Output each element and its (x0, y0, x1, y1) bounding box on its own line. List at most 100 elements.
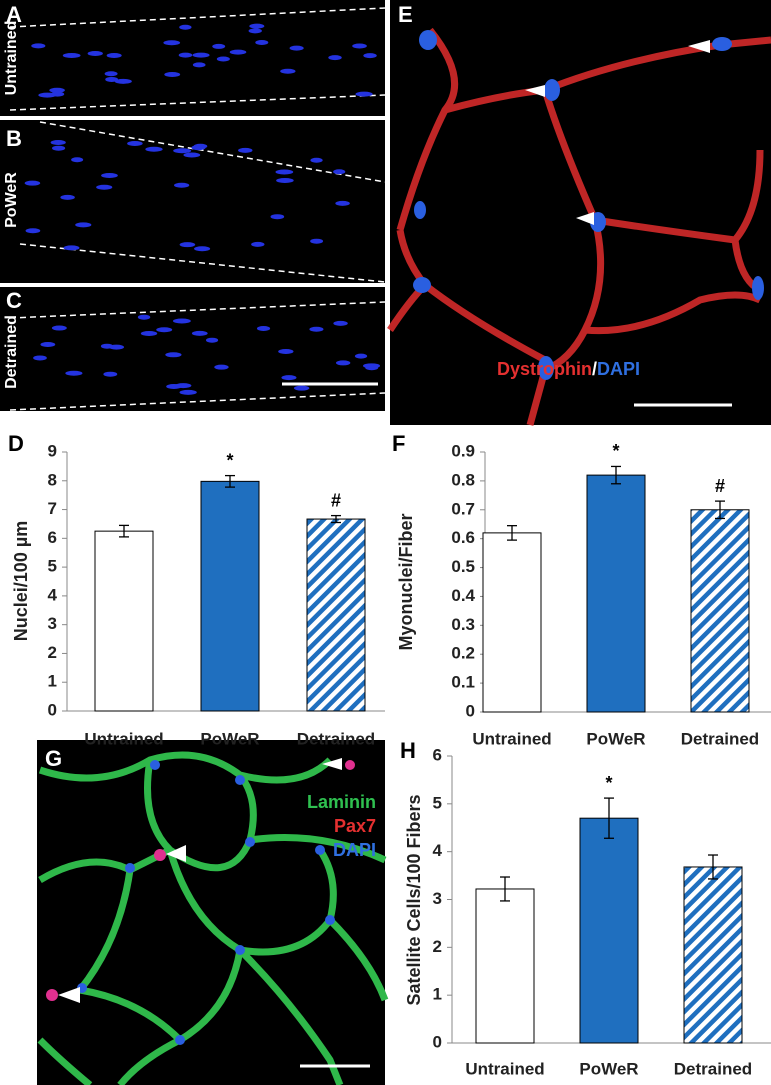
nucleus (293, 385, 310, 391)
y-tick-label: 0.5 (451, 557, 475, 576)
condition-label: Detrained (3, 315, 20, 389)
condition-label: PoWeR (3, 172, 20, 228)
micrograph-g (37, 740, 389, 1085)
x-tick-label: Untrained (472, 729, 551, 748)
nucleus (238, 147, 253, 153)
micrograph-e (387, 0, 771, 426)
y-axis-label: Myonuclei/Fiber (396, 513, 416, 650)
y-tick-label: 0.8 (451, 470, 475, 489)
bar (690, 509, 750, 713)
error-bar (604, 797, 614, 839)
stain-label: / (592, 359, 597, 379)
panel-label: C (6, 288, 22, 313)
y-tick-label: 0.7 (451, 499, 475, 518)
nucleus (354, 353, 368, 359)
x-tick-label: Untrained (84, 729, 163, 748)
bar (482, 532, 542, 713)
nucleus (192, 62, 206, 68)
significance-mark: * (226, 450, 233, 470)
nucleus (183, 152, 201, 158)
y-tick-label: 0.4 (451, 586, 475, 605)
panel-label: A (6, 2, 22, 27)
nucleus (363, 53, 377, 59)
y-axis-label: Nuclei/100 µm (11, 521, 31, 641)
nucleus (166, 384, 182, 390)
nucleus (174, 182, 190, 188)
nucleus (25, 228, 41, 234)
nucleus (178, 52, 193, 58)
nucleus (335, 360, 351, 366)
y-tick-label: 7 (48, 499, 57, 518)
nucleus (214, 364, 229, 370)
bar (475, 888, 535, 1044)
nucleus (216, 56, 230, 62)
nucleus (352, 43, 367, 49)
y-tick-label: 0.6 (451, 528, 475, 547)
nucleus (87, 51, 103, 57)
x-tick-label: Detrained (681, 729, 759, 748)
stain-legend: Dystrophin/DAPI (497, 359, 640, 379)
error-bar (715, 500, 725, 520)
nucleus (106, 52, 122, 58)
y-tick-label: 3 (433, 889, 442, 908)
nucleus (280, 68, 296, 74)
nucleus (179, 242, 196, 248)
nucleus (96, 184, 113, 190)
nucleus (194, 246, 211, 252)
bar (200, 480, 260, 712)
stain-label: Laminin (307, 792, 376, 812)
y-tick-label: 0 (48, 700, 57, 719)
y-tick-label: 6 (48, 528, 57, 547)
y-tick-label: 0 (433, 1032, 442, 1051)
y-tick-label: 4 (433, 841, 443, 860)
nucleus (212, 43, 226, 49)
x-tick-label: PoWeR (586, 729, 645, 748)
nucleus (137, 314, 151, 320)
x-tick-label: PoWeR (579, 1059, 638, 1078)
nucleus (275, 169, 294, 175)
nucleus (140, 331, 158, 337)
stain-label: Dystrophin (497, 359, 592, 379)
y-tick-label: 1 (433, 985, 442, 1004)
nucleus (289, 45, 304, 51)
y-tick-label: 0.2 (451, 644, 475, 663)
y-tick-label: 2 (48, 643, 57, 662)
nucleus (310, 157, 323, 163)
x-tick-label: PoWeR (200, 729, 259, 748)
nucleus (248, 28, 262, 34)
nucleus (65, 370, 83, 376)
nucleus (192, 52, 210, 58)
nucleus (179, 389, 197, 395)
bar (94, 530, 154, 712)
bar (306, 518, 366, 712)
nucleus (251, 241, 265, 247)
nucleus (100, 343, 114, 349)
nucleus (165, 352, 182, 358)
nucleus (255, 39, 269, 45)
x-tick-label: Detrained (297, 729, 375, 748)
y-tick-label: 0.1 (451, 673, 475, 692)
stain-label: DAPI (597, 359, 640, 379)
nucleus (145, 146, 163, 152)
nucleus (127, 141, 143, 147)
y-tick-label: 0 (466, 701, 475, 720)
nucleus (310, 238, 324, 244)
nucleus (156, 327, 173, 333)
nucleus (355, 91, 373, 97)
nucleus (309, 326, 324, 332)
nucleus (60, 194, 75, 200)
nucleus (333, 320, 348, 326)
y-tick-label: 0.9 (451, 441, 475, 460)
panel-label: D (8, 431, 24, 456)
micrograph-a (0, 0, 386, 116)
nucleus (163, 40, 181, 46)
y-tick-label: 8 (48, 470, 57, 489)
nucleus (104, 71, 118, 77)
y-tick-label: 3 (48, 614, 57, 633)
panel-label: F (392, 431, 405, 456)
nucleus (191, 330, 208, 336)
y-tick-label: 0.3 (451, 615, 475, 634)
stain-label: Pax7 (334, 816, 376, 836)
nucleus (270, 214, 285, 220)
nucleus (173, 148, 192, 154)
